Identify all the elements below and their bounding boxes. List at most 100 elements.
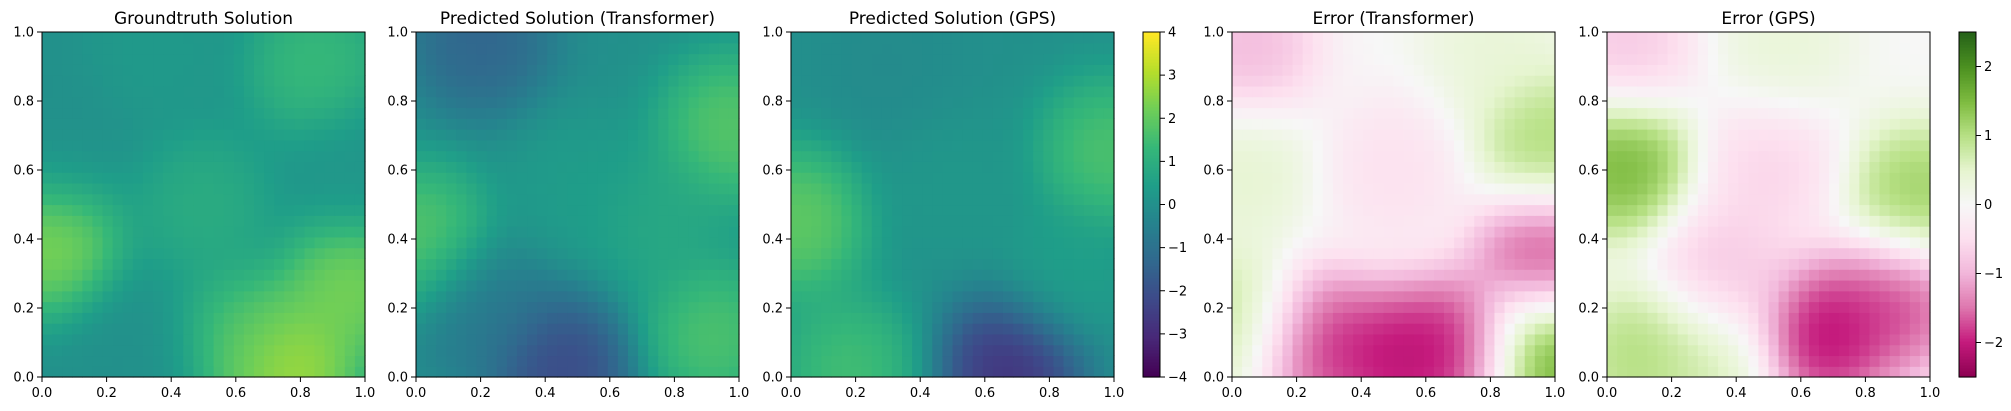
y-tick-label: 0.4 <box>1203 233 1224 248</box>
heatmap-cell <box>102 204 114 216</box>
heatmap-cell <box>173 139 184 152</box>
heatmap-cell <box>648 333 659 346</box>
heatmap-cell <box>243 279 255 292</box>
colorbar-swatch <box>1143 47 1160 51</box>
heatmap-cell <box>416 75 427 87</box>
heatmap-cell <box>1423 236 1435 249</box>
heatmap-cell <box>324 258 336 270</box>
heatmap-cell <box>992 193 1004 206</box>
heatmap-cell <box>851 226 863 238</box>
heatmap-cell <box>932 85 943 98</box>
heatmap-cell <box>1718 279 1729 292</box>
heatmap-cell <box>1302 344 1314 357</box>
heatmap-cell <box>1033 64 1044 76</box>
heatmap-cell <box>698 333 710 346</box>
heatmap-cell <box>1839 279 1850 292</box>
heatmap-cell <box>1728 204 1739 216</box>
heatmap-cell <box>1657 355 1669 367</box>
heatmap-cell <box>1544 85 1556 98</box>
heatmap-cell <box>1718 312 1729 324</box>
colorbar-swatch <box>1143 257 1160 261</box>
heatmap-cell <box>1252 150 1263 162</box>
heatmap-cell <box>243 247 255 260</box>
heatmap-cell <box>1332 247 1344 260</box>
heatmap-cell <box>1788 269 1800 281</box>
heatmap-cell <box>1637 226 1648 238</box>
heatmap-cell <box>1093 215 1105 227</box>
heatmap-cell <box>344 139 356 152</box>
heatmap-cell <box>62 182 73 195</box>
heatmap-cell <box>264 226 275 238</box>
heatmap-cell <box>1768 236 1780 249</box>
heatmap-cell <box>1343 290 1354 303</box>
heatmap-cell <box>1232 344 1243 357</box>
heatmap-cell <box>223 75 235 87</box>
heatmap-cell <box>597 279 609 292</box>
heatmap-cell <box>1607 182 1618 195</box>
heatmap-cell <box>537 64 548 76</box>
heatmap-cell <box>112 96 124 109</box>
heatmap-cell <box>708 64 720 76</box>
heatmap-cell <box>82 247 94 260</box>
heatmap-cell <box>1252 118 1263 130</box>
heatmap-cell <box>597 366 609 378</box>
heatmap-cell <box>881 269 893 281</box>
heatmap-cell <box>1232 150 1243 162</box>
heatmap-cell <box>537 215 548 227</box>
y-tick-label: 0.0 <box>13 371 34 386</box>
heatmap-cell <box>426 236 437 249</box>
colorbar-swatch <box>1143 32 1160 36</box>
heatmap-cell <box>668 323 680 335</box>
heatmap-cell <box>1687 290 1699 303</box>
colorbar-swatch <box>1143 290 1160 294</box>
heatmap-cell <box>1043 139 1055 152</box>
heatmap-cell <box>841 301 853 313</box>
heatmap-cell <box>52 301 63 313</box>
heatmap-cell <box>1607 215 1618 227</box>
heatmap-cell <box>932 355 943 367</box>
heatmap-cell <box>638 344 649 357</box>
heatmap-cell <box>1033 355 1044 367</box>
heatmap-cell <box>153 301 164 313</box>
heatmap-cell <box>1083 312 1095 324</box>
y-tick-label: 0.0 <box>762 371 783 386</box>
heatmap-cell <box>1252 129 1263 141</box>
heatmap-cell <box>142 366 154 378</box>
heatmap-cell <box>861 42 873 55</box>
heatmap-cell <box>42 182 53 195</box>
heatmap-cell <box>1302 32 1314 44</box>
heatmap-cell <box>1514 290 1526 303</box>
heatmap-cell <box>648 258 659 270</box>
heatmap-cell <box>1403 150 1415 162</box>
heatmap-cell <box>456 236 468 249</box>
heatmap-cell <box>982 53 994 65</box>
heatmap-cell <box>324 85 336 98</box>
heatmap-cell <box>1627 312 1638 324</box>
colorbar-swatch <box>1143 287 1160 291</box>
heatmap-cell <box>344 279 356 292</box>
heatmap-cell <box>1514 161 1526 173</box>
heatmap-cell <box>92 182 104 195</box>
heatmap-cell <box>801 161 812 173</box>
heatmap-cell <box>173 64 184 76</box>
colorbar-swatch <box>1143 185 1160 189</box>
heatmap-cell <box>638 64 649 76</box>
heatmap-cell <box>354 301 366 313</box>
heatmap-cell <box>688 172 700 184</box>
heatmap-cell <box>851 53 863 65</box>
heatmap-cell <box>1073 215 1085 227</box>
heatmap-cell <box>223 279 235 292</box>
heatmap-cell <box>1232 301 1243 313</box>
heatmap-cell <box>871 366 883 378</box>
heatmap-cell <box>193 236 205 249</box>
heatmap-cell <box>304 312 316 324</box>
heatmap-cell <box>1464 53 1475 65</box>
heatmap-cell <box>1272 182 1284 195</box>
heatmap-cell <box>92 193 104 206</box>
heatmap-cell <box>253 139 265 152</box>
heatmap-cell <box>1474 182 1485 195</box>
heatmap-cell <box>1322 150 1334 162</box>
heatmap-cell <box>811 42 822 55</box>
heatmap-cell <box>1899 215 1911 227</box>
